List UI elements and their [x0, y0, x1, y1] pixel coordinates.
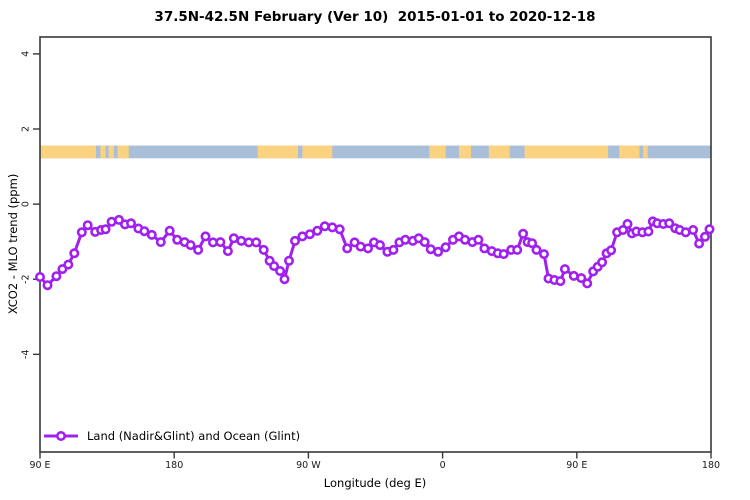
y-axis-title: XCO2 - MLO trend (ppm) — [6, 173, 20, 315]
map-strip-land-segment — [100, 145, 106, 159]
data-point — [279, 274, 290, 285]
map-strip-land-segment — [488, 145, 510, 159]
data-point — [440, 242, 451, 253]
x-tick-label: 180 — [165, 460, 183, 471]
data-point — [155, 237, 166, 248]
x-tick-label: 90 E — [29, 460, 50, 471]
data-point — [362, 243, 373, 254]
legend: Land (Nadir&Glint) and Ocean (Glint) — [44, 428, 300, 444]
data-point — [527, 238, 538, 249]
map-strip-ocean — [40, 145, 711, 159]
data-point — [236, 235, 247, 246]
plot-border — [39, 36, 712, 453]
data-point — [126, 218, 137, 229]
data-point — [559, 264, 570, 275]
data-point — [699, 231, 710, 242]
data-point — [576, 273, 587, 284]
y-tick-label: -2 — [21, 274, 32, 283]
data-point — [319, 221, 330, 232]
map-strip-land-segment — [429, 145, 446, 159]
data-point — [63, 259, 74, 270]
data-point — [400, 234, 411, 245]
data-point — [289, 235, 300, 246]
data-point — [606, 245, 617, 256]
y-tick-label: 0 — [21, 201, 32, 207]
data-point — [76, 227, 87, 238]
data-point — [200, 231, 211, 242]
data-point — [582, 278, 593, 289]
data-point — [388, 244, 399, 255]
y-tick-label: 4 — [21, 51, 32, 57]
data-point — [694, 238, 705, 249]
data-point — [222, 246, 233, 257]
data-point — [215, 237, 226, 248]
map-strip-land-segment — [108, 145, 114, 159]
x-tick-label: 90 E — [566, 460, 587, 471]
data-point — [531, 244, 542, 255]
data-point — [512, 244, 523, 255]
data-point — [334, 224, 345, 235]
y-tick-label: -4 — [21, 350, 32, 359]
x-tick-label: 0 — [440, 460, 446, 471]
data-point — [518, 228, 529, 239]
map-strip-land-segment — [257, 145, 298, 159]
data-point — [498, 249, 509, 260]
data-point — [283, 255, 294, 266]
data-point — [275, 265, 286, 276]
data-point — [704, 224, 715, 235]
map-strip-land-segment — [302, 145, 333, 159]
data-point — [258, 244, 269, 255]
legend-line-marker-icon — [44, 430, 78, 442]
legend-point-icon — [56, 430, 67, 442]
data-point — [419, 237, 430, 248]
data-point — [433, 246, 444, 257]
legend-label: Land (Nadir&Glint) and Ocean (Glint) — [87, 429, 301, 443]
data-point — [538, 249, 549, 260]
data-point — [312, 225, 323, 236]
data-point — [164, 225, 175, 236]
x-tick-label: 90 W — [296, 460, 321, 471]
data-point — [342, 243, 353, 254]
map-strip-land-segment — [459, 145, 471, 159]
data-point — [185, 240, 196, 251]
data-point — [69, 248, 80, 259]
data-point — [34, 271, 45, 282]
data-point — [100, 224, 111, 235]
x-axis-title: Longitude (deg E) — [323, 476, 427, 490]
x-tick-label: 180 — [702, 460, 720, 471]
data-point — [688, 225, 699, 236]
data-point — [146, 229, 157, 240]
chart-title: 37.5N-42.5N February (Ver 10) 2015-01-01… — [154, 9, 596, 25]
data-point — [139, 226, 150, 237]
data-point — [304, 229, 315, 240]
map-strip-land-segment — [117, 145, 129, 159]
y-tick-label: 2 — [21, 126, 32, 132]
data-point — [473, 234, 484, 245]
data-point — [555, 276, 566, 287]
map-strip-land-segment — [619, 145, 640, 159]
data-point — [82, 220, 93, 231]
map-strip-land-segment — [643, 145, 648, 159]
data-point — [622, 219, 633, 230]
data-point — [643, 226, 654, 237]
data-point — [664, 218, 675, 229]
data-point — [269, 261, 280, 272]
data-point — [251, 237, 262, 248]
map-strip-land-segment — [40, 145, 96, 159]
data-point — [193, 244, 204, 255]
data-point — [597, 257, 608, 268]
data-point — [374, 240, 385, 251]
data-point — [51, 271, 62, 282]
data-point — [42, 280, 53, 291]
map-strip-land-segment — [524, 145, 609, 159]
